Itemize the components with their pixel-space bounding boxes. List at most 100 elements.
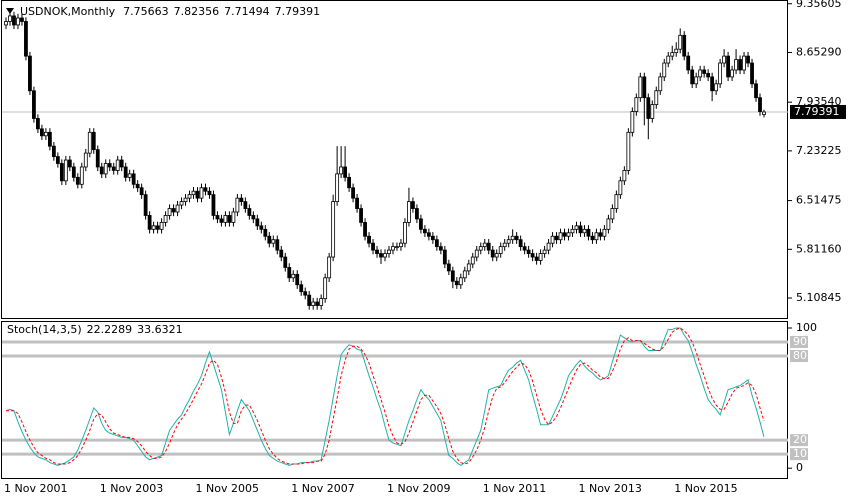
candle-body xyxy=(339,166,344,175)
candle-body xyxy=(419,218,423,230)
candle-body xyxy=(602,228,607,237)
y-tick-label: 9.35605 xyxy=(796,0,842,10)
candle-body xyxy=(462,270,467,279)
candle-body xyxy=(143,194,148,216)
candle-body xyxy=(646,97,651,119)
candle-body xyxy=(502,242,507,248)
candle-body xyxy=(598,232,603,237)
candle-body xyxy=(466,263,471,272)
candle-body xyxy=(291,273,296,279)
candle-body xyxy=(526,249,531,254)
candle-body xyxy=(522,246,527,251)
candle-body xyxy=(4,21,8,26)
x-tick-label: 1 Nov 2015 xyxy=(674,482,737,495)
candle-body xyxy=(323,277,328,300)
candle-body xyxy=(195,190,200,199)
candle-body xyxy=(490,249,495,258)
candle-body xyxy=(702,69,707,74)
candle-body xyxy=(79,166,84,185)
candle-body xyxy=(415,208,419,220)
y-tick-label: 5.10845 xyxy=(796,291,842,304)
candle-body xyxy=(379,253,383,258)
y-tick-label: 7.23225 xyxy=(796,144,842,157)
candle-body xyxy=(155,225,160,230)
candle-body xyxy=(99,166,104,175)
candle-body xyxy=(706,73,711,78)
candle-body xyxy=(187,194,192,199)
low-value: 7.71494 xyxy=(224,5,270,18)
level-label-box xyxy=(790,448,808,461)
y-tick-label: 5.81160 xyxy=(796,242,842,255)
candle-body xyxy=(470,256,475,265)
candle-body xyxy=(562,232,567,237)
candle-body xyxy=(91,131,96,151)
candle-body xyxy=(83,152,88,168)
candle-body xyxy=(586,228,591,237)
candle-body xyxy=(674,48,679,54)
x-tick-label: 1 Nov 2011 xyxy=(483,482,546,495)
candle-body xyxy=(518,239,523,248)
y-tick-label: 8.65290 xyxy=(796,45,842,58)
candle-body xyxy=(303,291,308,296)
candle-body xyxy=(422,228,427,234)
candle-body xyxy=(686,55,691,71)
candle-body xyxy=(630,111,635,133)
candle-body xyxy=(554,235,559,241)
candle-body xyxy=(542,249,547,254)
candle-body xyxy=(243,201,248,209)
candle-body xyxy=(283,256,288,268)
candle-body xyxy=(622,170,627,182)
candle-body xyxy=(371,242,375,251)
candle-body xyxy=(119,159,124,168)
current-price-box xyxy=(790,104,846,119)
candle-body xyxy=(606,218,611,230)
candle-body xyxy=(510,235,515,241)
candle-body xyxy=(115,159,120,171)
candle-body xyxy=(411,201,415,209)
candle-body xyxy=(151,225,156,230)
candle-body xyxy=(506,239,511,244)
stoch-signal-line xyxy=(6,327,765,465)
candle-body xyxy=(430,235,435,241)
candle-body xyxy=(111,166,116,171)
candle-body xyxy=(614,194,619,209)
candle-body xyxy=(634,97,639,112)
level-label: 20 xyxy=(793,433,807,446)
candle-body xyxy=(454,280,459,286)
candle-body xyxy=(16,17,20,26)
x-tick-label: 1 Nov 2013 xyxy=(578,482,641,495)
candle-body xyxy=(726,55,730,78)
candle-body xyxy=(203,187,208,192)
candle-body xyxy=(36,118,40,130)
candle-body xyxy=(95,149,100,168)
candle-body xyxy=(570,228,575,234)
candle-body xyxy=(67,159,72,168)
candle-body xyxy=(287,267,292,279)
x-tick-label: 1 Nov 2009 xyxy=(387,482,450,495)
candle-body xyxy=(750,62,754,85)
candle-body xyxy=(690,69,695,85)
candle-body xyxy=(351,187,355,199)
candle-body xyxy=(107,163,112,168)
candle-body xyxy=(315,301,320,306)
candle-body xyxy=(758,97,762,112)
candle-body xyxy=(20,17,24,22)
candle-body xyxy=(335,173,340,203)
candle-body xyxy=(139,187,144,196)
candle-body xyxy=(395,246,399,249)
candle-body xyxy=(331,201,336,258)
candle-body xyxy=(123,166,128,178)
candle-body xyxy=(594,232,599,241)
candle-body xyxy=(227,215,232,223)
candle-body xyxy=(359,208,363,223)
candle-body xyxy=(127,173,132,178)
candle-body xyxy=(658,76,663,92)
candle-body xyxy=(718,62,723,85)
candle-body xyxy=(670,52,675,57)
candle-body xyxy=(582,228,587,234)
candle-body xyxy=(478,246,483,251)
candle-body xyxy=(426,232,431,237)
candle-body xyxy=(730,69,734,78)
